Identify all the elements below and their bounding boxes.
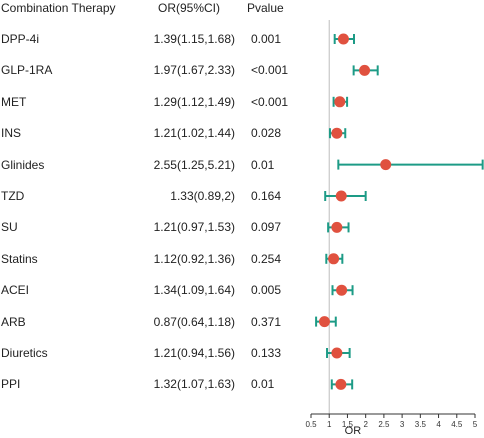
row-or-ci: 1.29(1.12,1.49) xyxy=(153,94,235,109)
x-tick-label: 5 xyxy=(473,420,478,429)
row-label: Diuretics xyxy=(1,346,48,360)
row-or-ci: 2.55(1.25,5.21) xyxy=(153,157,235,172)
row-pvalue: 0.01 xyxy=(251,377,275,392)
row-label: DPP-4i xyxy=(1,32,40,46)
row-pvalue: 0.133 xyxy=(251,346,282,360)
row-label: Statins xyxy=(1,251,38,266)
x-tick-label: 0.5 xyxy=(305,420,317,429)
x-tick-label: 1.5 xyxy=(342,420,354,429)
row-pvalue: 0.254 xyxy=(251,251,282,266)
row-pvalue: 0.164 xyxy=(251,189,282,203)
or-point xyxy=(335,190,347,202)
row-pvalue: 0.005 xyxy=(251,283,282,298)
or-point xyxy=(335,378,347,390)
or-point xyxy=(334,96,346,108)
or-point xyxy=(359,64,371,76)
row-or-ci: 1.21(0.97,1.53) xyxy=(153,220,235,235)
row-or-ci: 1.21(0.94,1.56) xyxy=(153,346,235,360)
results-table: Combination Therapy OR(95%CI) Pvalue DPP… xyxy=(1,1,289,392)
row-or-ci: 0.87(0.64,1.18) xyxy=(153,314,235,329)
or-point xyxy=(331,347,343,359)
row-pvalue: 0.028 xyxy=(251,126,282,141)
row-pvalue: 0.001 xyxy=(251,32,282,46)
header-or: OR(95%CI) xyxy=(158,1,221,15)
row-or-ci: 1.39(1.15,1.68) xyxy=(153,32,235,46)
row-label: GLP-1RA xyxy=(1,63,53,78)
row-or-ci: 1.34(1.09,1.64) xyxy=(153,283,235,298)
x-tick-label: 4 xyxy=(436,420,441,429)
or-point xyxy=(336,284,348,296)
row-or-ci: 1.21(1.02,1.44) xyxy=(153,126,235,141)
or-point xyxy=(380,159,392,171)
row-label: INS xyxy=(1,126,22,141)
row-or-ci: 1.32(1.07,1.63) xyxy=(153,377,235,392)
or-point xyxy=(328,253,340,265)
header-pvalue: Pvalue xyxy=(247,1,284,15)
row-pvalue: <0.001 xyxy=(251,63,289,78)
row-pvalue: 0.097 xyxy=(251,220,282,235)
row-label: ARB xyxy=(1,314,26,329)
row-label: PPI xyxy=(1,377,21,392)
x-tick-label: 2 xyxy=(363,420,368,429)
or-point xyxy=(337,33,349,45)
or-point xyxy=(331,221,343,233)
row-label: Glinides xyxy=(1,157,45,172)
x-tick-label: 3.5 xyxy=(415,420,427,429)
row-pvalue: 0.371 xyxy=(251,314,282,329)
row-or-ci: 1.12(0.92,1.36) xyxy=(153,251,235,266)
row-label: SU xyxy=(1,220,18,235)
x-axis-label: OR xyxy=(345,425,362,437)
or-point xyxy=(331,127,343,139)
x-tick-label: 3 xyxy=(400,420,405,429)
row-label: TZD xyxy=(1,189,25,203)
row-pvalue: 0.01 xyxy=(251,157,275,172)
row-pvalue: <0.001 xyxy=(251,94,289,109)
x-tick-label: 4.5 xyxy=(451,420,463,429)
header-therapy: Combination Therapy xyxy=(1,1,116,15)
row-label: MET xyxy=(1,94,27,109)
row-or-ci: 1.33(0.89,2) xyxy=(170,189,235,203)
row-or-ci: 1.97(1.67,2.33) xyxy=(153,63,235,78)
x-tick-label: 1 xyxy=(327,420,332,429)
row-label: ACEI xyxy=(1,283,30,298)
or-point xyxy=(318,316,330,328)
x-tick-label: 2.5 xyxy=(378,420,390,429)
